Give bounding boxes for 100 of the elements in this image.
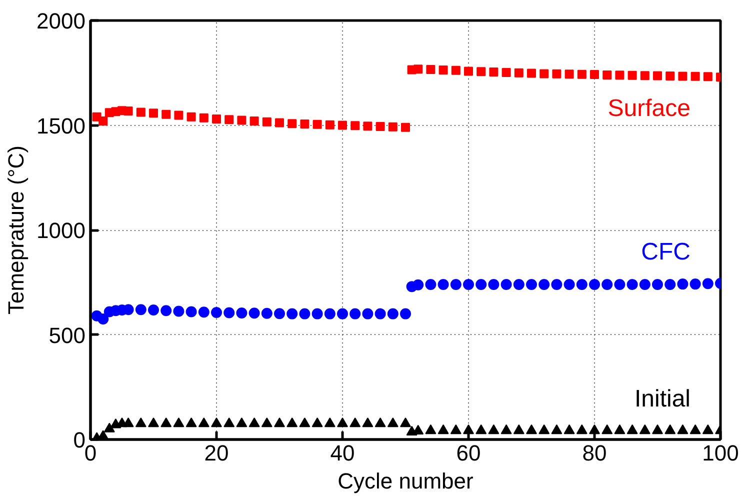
point	[551, 278, 562, 290]
point	[135, 304, 146, 316]
point	[500, 424, 512, 434]
point	[275, 118, 284, 128]
point	[489, 68, 498, 77]
point	[324, 308, 336, 320]
point	[538, 424, 550, 434]
point	[664, 424, 676, 434]
y-axis-title: Temeprature (°C)	[4, 146, 29, 314]
point	[576, 424, 588, 434]
point	[702, 424, 714, 434]
point	[286, 418, 298, 428]
point	[677, 278, 688, 290]
point	[425, 424, 436, 434]
point	[438, 65, 448, 74]
series-label: Initial	[634, 386, 691, 413]
point	[299, 418, 310, 428]
point	[602, 278, 613, 290]
point	[173, 306, 184, 317]
point	[652, 278, 663, 290]
point	[564, 70, 574, 79]
point	[464, 66, 473, 76]
point	[149, 108, 158, 118]
point	[286, 308, 298, 320]
point	[514, 68, 524, 78]
point	[388, 122, 398, 132]
point	[476, 424, 487, 434]
point	[135, 418, 146, 428]
point	[387, 308, 398, 320]
point	[148, 304, 159, 316]
point	[589, 278, 600, 290]
point	[186, 306, 197, 318]
point	[363, 122, 372, 131]
point	[564, 278, 575, 290]
point	[211, 418, 222, 428]
y-tick-label: 1500	[36, 113, 86, 138]
point	[324, 418, 336, 428]
point	[540, 69, 549, 78]
point	[476, 67, 486, 76]
point	[526, 278, 537, 290]
point	[488, 424, 500, 434]
point	[564, 424, 575, 434]
point	[513, 278, 524, 290]
point	[248, 308, 260, 319]
x-tick-label: 60	[456, 440, 481, 466]
point	[690, 72, 700, 81]
point	[261, 308, 272, 319]
point	[450, 424, 462, 434]
point	[614, 278, 626, 290]
point	[425, 278, 436, 290]
point	[387, 418, 398, 428]
point	[288, 119, 297, 128]
y-tick-label: 1000	[36, 218, 86, 243]
point	[199, 113, 208, 122]
point	[160, 305, 172, 316]
point	[639, 278, 650, 290]
point	[148, 418, 159, 428]
point	[690, 424, 701, 434]
point	[703, 72, 712, 82]
point	[450, 278, 462, 290]
x-axis-title: Cycle number	[338, 468, 474, 494]
series-label: Surface	[608, 95, 691, 122]
point	[160, 418, 172, 428]
point	[236, 307, 248, 318]
point	[438, 278, 449, 290]
point	[551, 424, 562, 434]
point	[248, 418, 260, 428]
point	[640, 71, 650, 80]
x-tick-label: 100	[702, 440, 739, 466]
point	[552, 69, 562, 78]
point	[538, 278, 550, 290]
point	[236, 418, 248, 428]
point	[414, 64, 423, 74]
point	[639, 424, 650, 434]
point	[526, 424, 537, 434]
point	[350, 308, 361, 320]
point	[615, 70, 624, 80]
point	[98, 314, 109, 325]
point	[626, 424, 638, 434]
point	[690, 278, 701, 290]
point	[628, 70, 637, 80]
point	[412, 279, 424, 290]
point	[653, 71, 662, 80]
point	[312, 418, 323, 428]
point	[463, 278, 474, 290]
point	[325, 120, 334, 130]
point	[274, 308, 285, 320]
point	[98, 116, 108, 126]
point	[237, 116, 246, 125]
point	[678, 72, 688, 81]
point	[299, 308, 310, 320]
y-tick-label: 500	[48, 322, 86, 348]
point	[104, 422, 115, 432]
point	[401, 122, 410, 132]
point	[666, 72, 675, 81]
point	[211, 307, 222, 318]
series-label: CFC	[641, 238, 691, 266]
point	[590, 70, 599, 80]
point	[577, 70, 586, 79]
point	[261, 418, 272, 428]
